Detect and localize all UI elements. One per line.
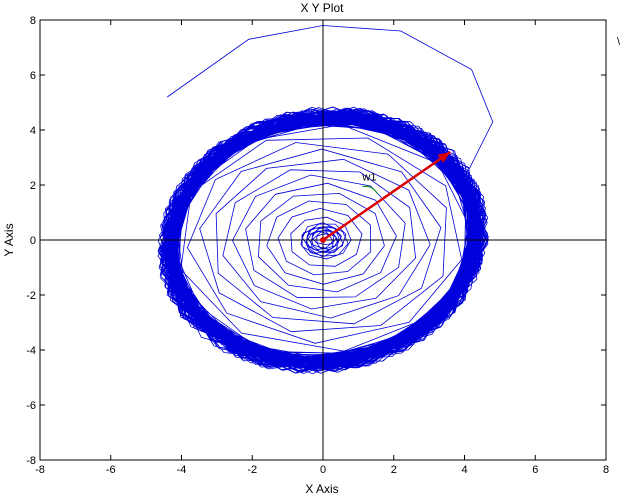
trajectory-segment (167, 25, 494, 172)
x-axis-ticks: -8 -6 -4 -2 0 2 4 6 8 (35, 20, 609, 476)
trajectory-series (157, 25, 494, 375)
y-tick-label: -4 (26, 345, 36, 357)
y-tick-label: 0 (30, 235, 36, 247)
trajectory-segment (157, 106, 489, 375)
w1-annotation-mark (362, 185, 378, 194)
y-tick-label: -2 (26, 290, 36, 302)
y-tick-label: 2 (30, 180, 36, 192)
x-tick-label: -2 (247, 464, 257, 476)
x-tick-label: 6 (532, 464, 538, 476)
x-tick-label: 4 (461, 464, 467, 476)
vector-arrow (320, 150, 452, 243)
y-axis-title: Y Axis (2, 223, 16, 256)
y-tick-label: 4 (30, 125, 36, 137)
x-tick-label: -8 (35, 464, 45, 476)
x-tick-label: 8 (603, 464, 609, 476)
x-tick-label: -6 (106, 464, 116, 476)
y-tick-label: -6 (26, 400, 36, 412)
arrow-head (437, 152, 451, 163)
arrow-shaft (322, 150, 452, 242)
y-tick-label: 6 (30, 70, 36, 82)
y-axis-ticks: 8 6 4 2 0 -2 -4 -6 -8 (26, 15, 606, 467)
w1-annotation-label: w1 (361, 172, 376, 184)
x-axis-title: X Axis (305, 482, 338, 496)
y-tick-label: -8 (26, 455, 36, 467)
margin-glyph: \ (617, 36, 621, 48)
x-tick-label: -4 (177, 464, 187, 476)
x-tick-label: 0 (320, 464, 326, 476)
arrow-origin-dot (320, 237, 326, 243)
y-tick-label: 8 (30, 15, 36, 27)
chart-title: X Y Plot (301, 1, 345, 15)
x-tick-label: 2 (391, 464, 397, 476)
